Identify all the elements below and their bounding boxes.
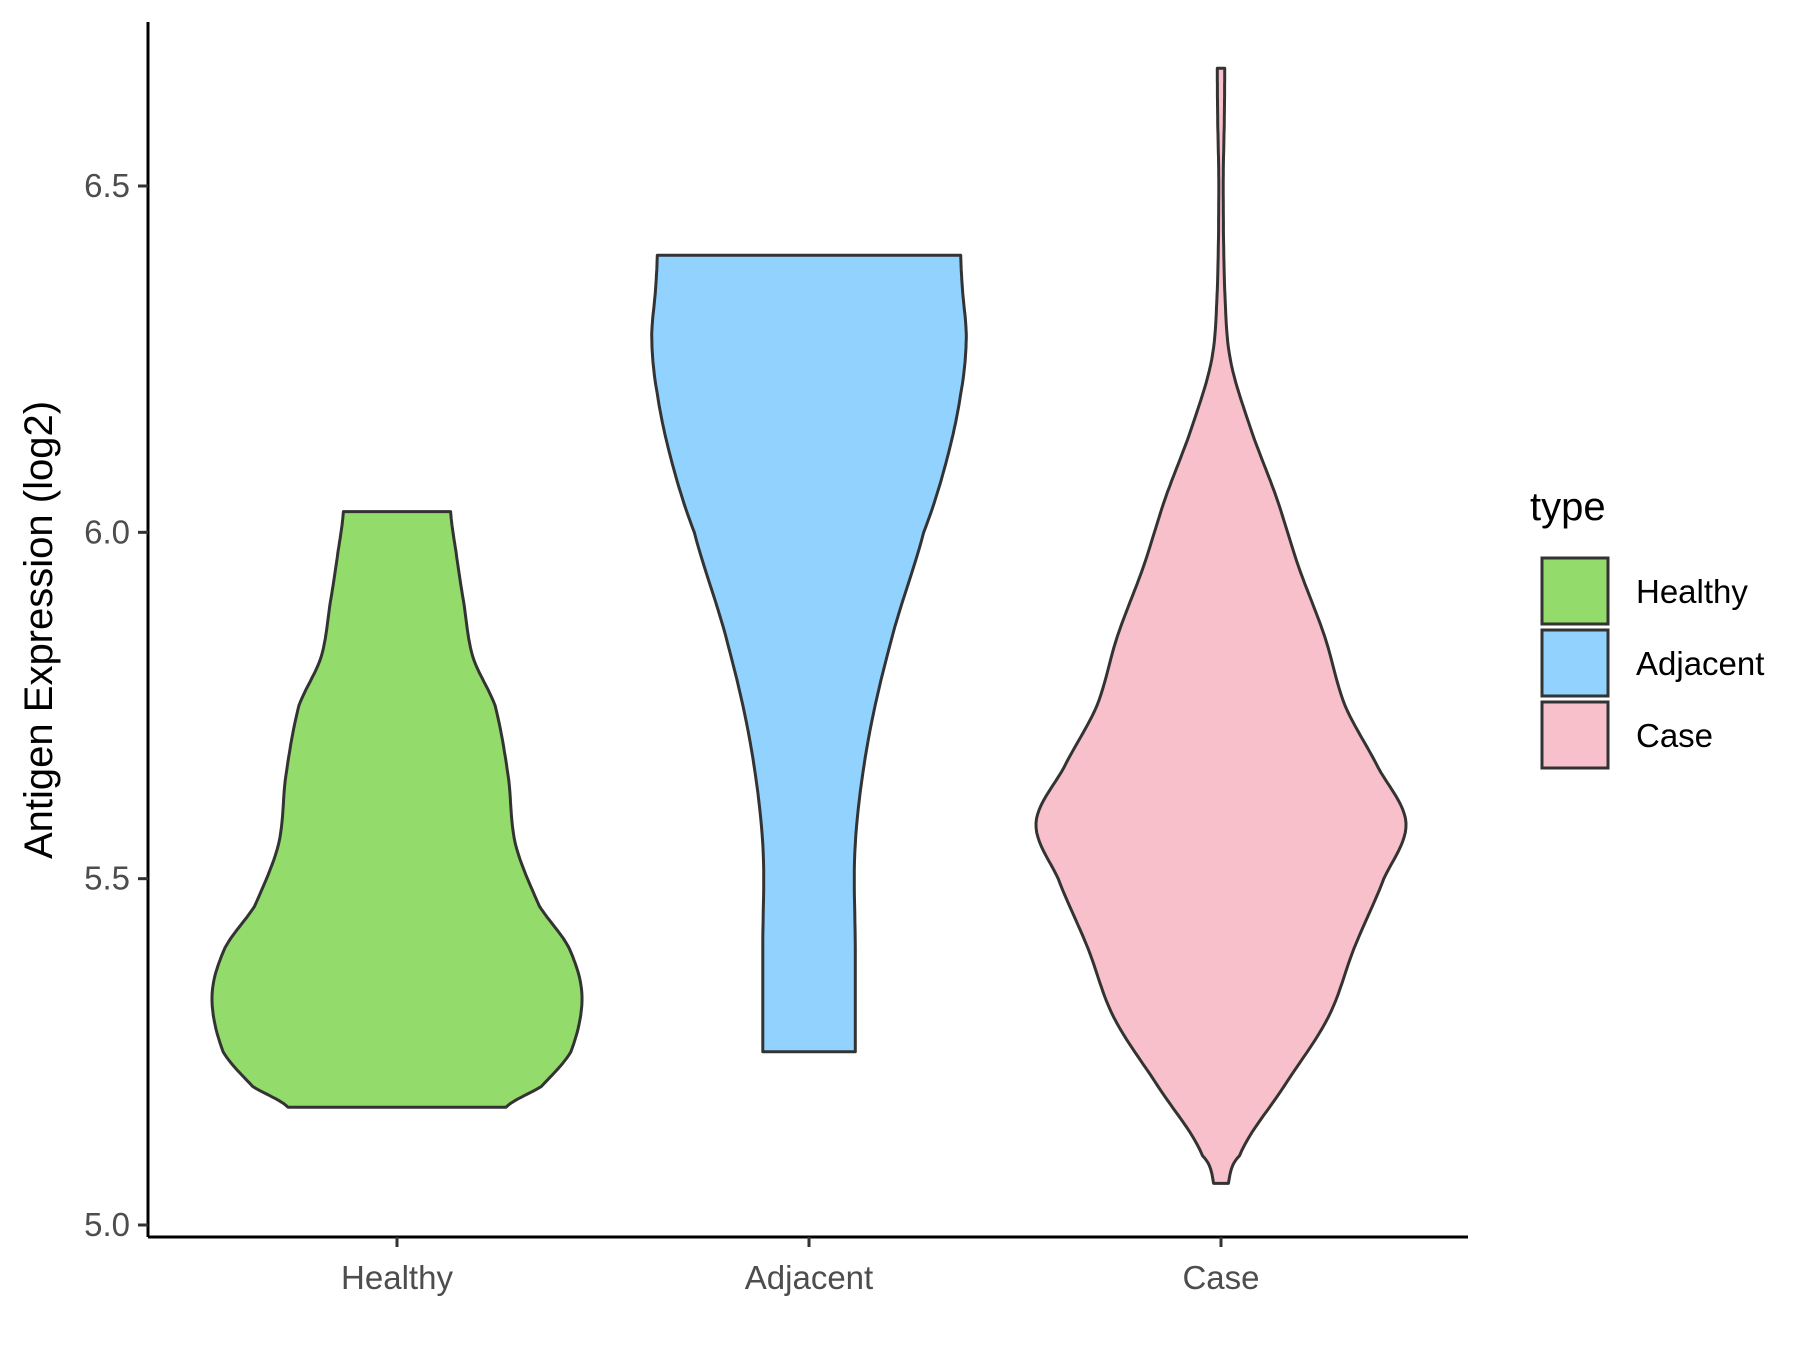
y-tick-label: 6.0 [84, 513, 130, 550]
x-tick-label: Adjacent [745, 1259, 873, 1296]
legend-key-adjacent [1540, 628, 1610, 698]
y-axis-title: Antigen Expression (log2) [17, 401, 61, 859]
legend-label-adjacent: Adjacent [1636, 645, 1764, 682]
violin-healthy [210, 510, 584, 1109]
x-tick-label: Healthy [341, 1259, 453, 1296]
legend-label-healthy: Healthy [1636, 573, 1748, 610]
y-tick-label: 6.5 [84, 167, 130, 204]
y-tick-label: 5.5 [84, 860, 130, 897]
legend-key-case [1540, 700, 1610, 770]
legend: type Healthy Adjacent Case [1530, 485, 1764, 770]
legend-title: type [1530, 485, 1606, 529]
x-tick-label: Case [1182, 1259, 1259, 1296]
y-axis: 5.0 5.5 6.0 6.5 [84, 22, 150, 1243]
legend-key-healthy [1540, 556, 1610, 626]
violin-case [1034, 66, 1408, 1185]
violin-adjacent [650, 253, 968, 1054]
x-axis: Healthy Adjacent Case [148, 1235, 1468, 1296]
legend-label-case: Case [1636, 717, 1713, 754]
violins-layer [210, 66, 1408, 1185]
y-tick-label: 5.0 [84, 1206, 130, 1243]
